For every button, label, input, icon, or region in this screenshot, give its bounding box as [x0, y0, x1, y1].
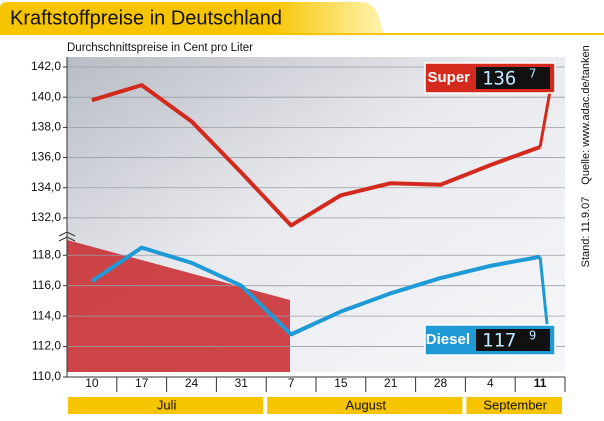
month-label: August: [346, 397, 387, 412]
badge-connector: [538, 90, 552, 148]
x-tick-label: 17: [135, 376, 149, 390]
legend-label: Super: [427, 69, 470, 86]
title-tab: [0, 2, 384, 34]
date-note: Stand: 11.9.07: [580, 197, 592, 268]
y-tick-label: 138,0: [31, 120, 61, 134]
month-label: September: [483, 397, 547, 412]
x-tick-label: 21: [384, 376, 398, 390]
y-tick-label: 118,0: [32, 247, 61, 261]
series-line: [91, 83, 541, 228]
month-bar: [466, 397, 562, 414]
month-bar: [68, 397, 264, 414]
x-tick-label: 15: [334, 376, 348, 390]
badge-display: [476, 67, 550, 89]
x-tick-label: 11: [534, 376, 547, 390]
y-tick-label: 136,0: [31, 150, 61, 164]
x-tick-label: 4: [487, 376, 494, 390]
y-tick-label: 112,0: [32, 339, 61, 353]
y-tick-label: 140,0: [31, 89, 61, 103]
chart-subtitle: Durchschnittspreise in Cent pro Liter: [67, 42, 253, 54]
y-tick-label: 110,0: [32, 369, 61, 383]
month-bar: [267, 397, 463, 414]
series-line: [90, 245, 541, 337]
chart-title: Kraftstoffpreise in Deutschland: [10, 7, 282, 29]
badge-decimal: 7: [529, 67, 536, 81]
badge-value: 117: [482, 330, 516, 352]
y-tick-label: 142,0: [31, 59, 61, 73]
y-tick-label: 134,0: [31, 180, 61, 194]
badge-value: 136: [482, 68, 516, 90]
x-tick-label: 10: [85, 376, 99, 390]
badge-decimal: 9: [529, 329, 536, 343]
y-tick-label: 114,0: [32, 308, 61, 322]
x-tick-label: 24: [185, 376, 199, 390]
x-tick-label: 31: [235, 376, 249, 390]
legend-label: Diesel: [426, 331, 470, 348]
month-label: Juli: [157, 397, 177, 412]
source: Quelle: www.adac.de/tanken: [580, 45, 592, 184]
y-tick-label: 116,0: [32, 278, 61, 292]
x-tick-label: 28: [434, 376, 448, 390]
photo-hint: [67, 240, 290, 372]
axis-break: [58, 231, 76, 242]
y-tick-label: 132,0: [31, 210, 61, 224]
badge-display: [476, 329, 550, 351]
x-tick-label: 7: [288, 376, 295, 390]
